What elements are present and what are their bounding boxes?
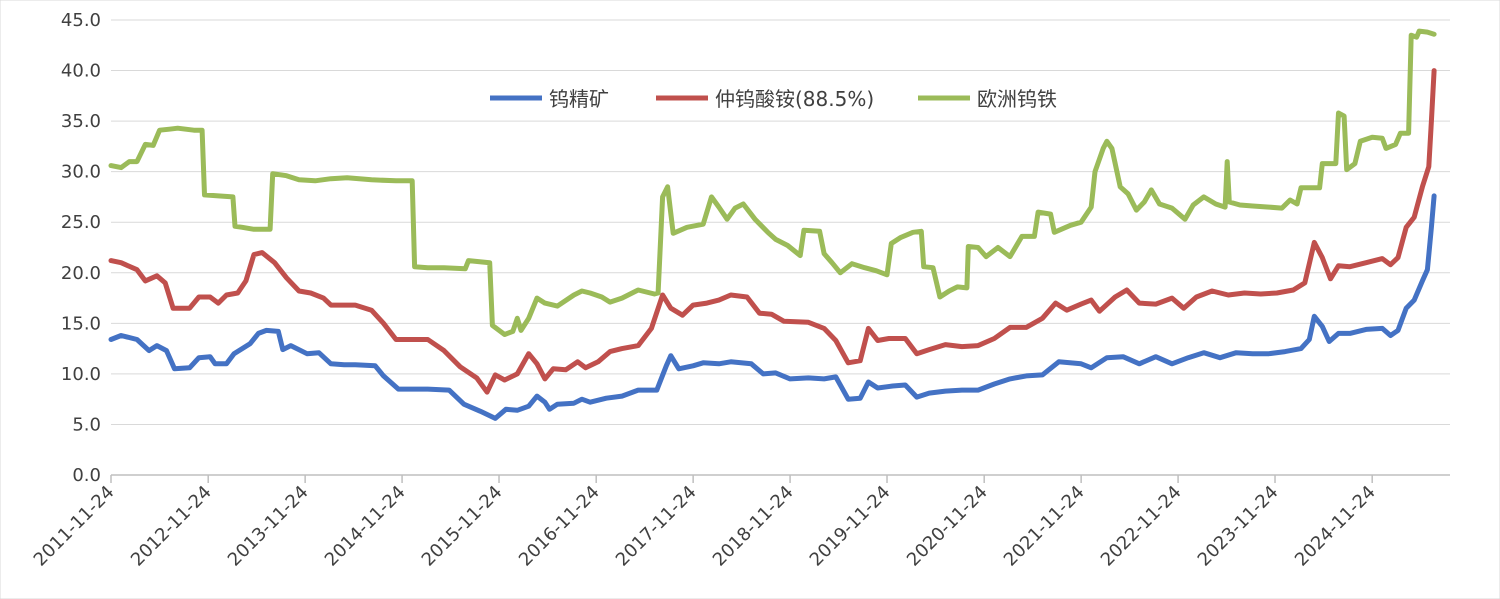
y-tick-label: 5.0 xyxy=(72,414,101,435)
legend-label: 钨精矿 xyxy=(549,87,609,111)
series-line xyxy=(108,193,1437,421)
series-line xyxy=(108,28,1437,337)
y-tick-label: 25.0 xyxy=(61,212,101,233)
y-tick-label: 45.0 xyxy=(61,10,101,31)
y-tick-label: 0.0 xyxy=(72,465,101,486)
legend-item: 钨精矿 xyxy=(490,87,609,111)
y-tick-label: 30.0 xyxy=(61,162,101,183)
legend-item: 仲钨酸铵(88.5%) xyxy=(656,87,874,111)
legend: 钨精矿 仲钨酸铵(88.5%) 欧洲钨铁 xyxy=(490,87,1057,111)
y-tick-label: 35.0 xyxy=(61,111,101,132)
legend-label: 欧洲钨铁 xyxy=(977,87,1057,111)
y-tick-label: 40.0 xyxy=(61,61,101,82)
y-tick-label: 15.0 xyxy=(61,313,101,334)
series-line xyxy=(108,68,1437,395)
legend-item: 欧洲钨铁 xyxy=(918,87,1057,111)
legend-label: 仲钨酸铵(88.5%) xyxy=(715,87,874,111)
series-layer xyxy=(108,28,1437,421)
y-axis: 0.0 5.0 10.0 15.0 20.0 25.0 30.0 35.0 40.0 45.0 xyxy=(61,10,101,486)
y-tick-label: 20.0 xyxy=(61,263,101,284)
y-tick-label: 10.0 xyxy=(61,364,101,385)
